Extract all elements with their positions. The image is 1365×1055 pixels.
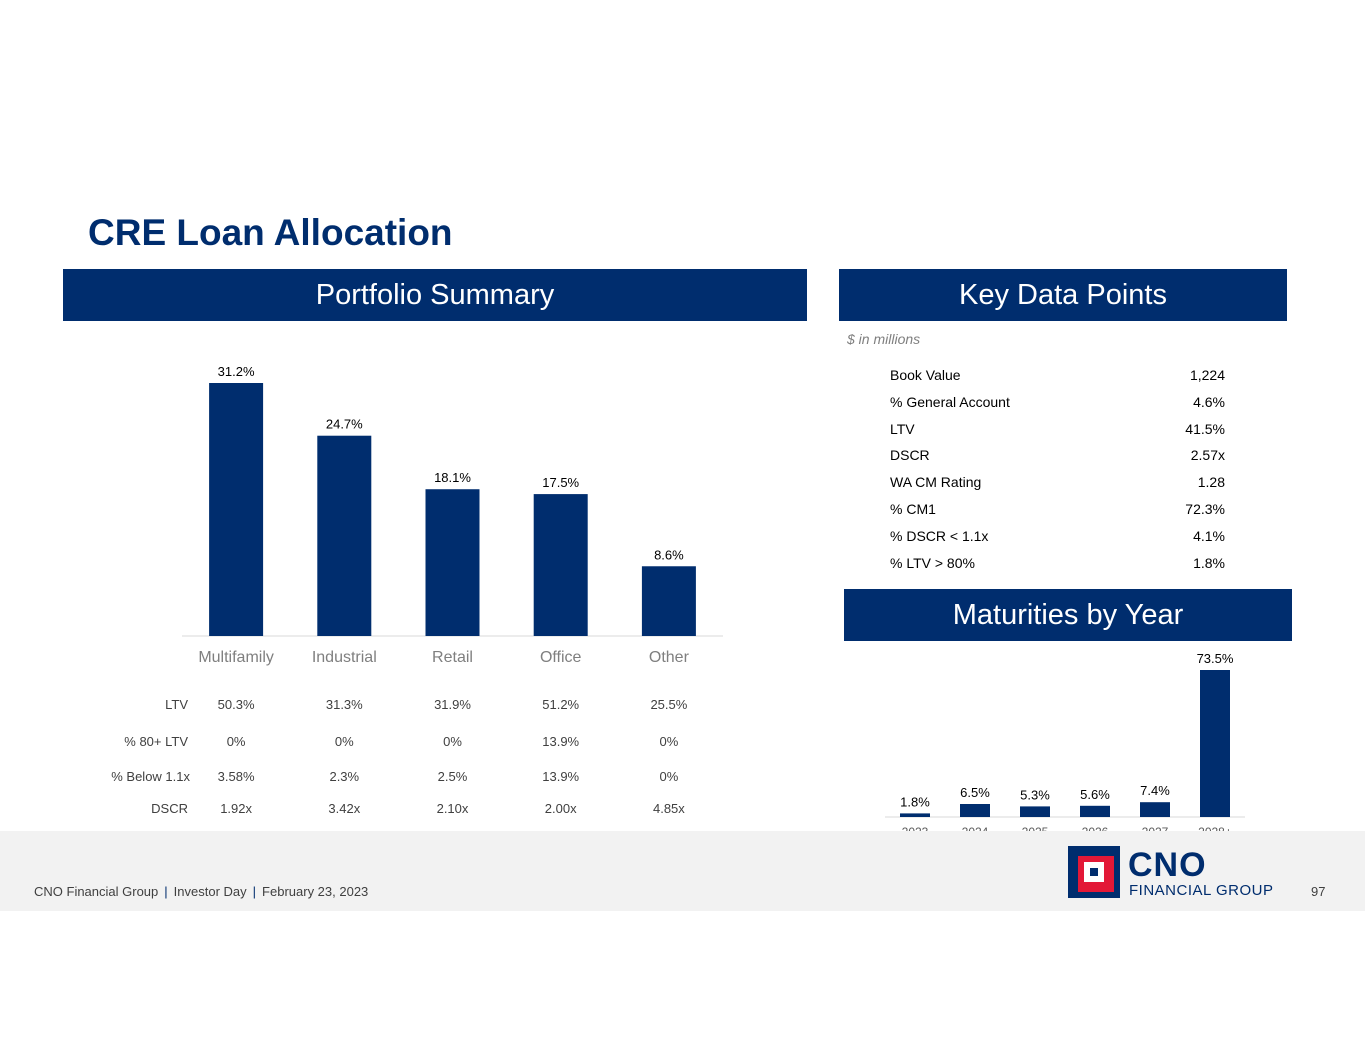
stats-row-label: LTV: [165, 697, 188, 712]
bar: [1200, 670, 1230, 817]
stats-cell: 0%: [226, 734, 246, 749]
key-data-value: 4.1%: [1193, 527, 1225, 544]
key-data-points-header: Key Data Points: [839, 269, 1287, 321]
data-label: 7.4%: [1140, 783, 1170, 798]
bar: [317, 435, 372, 636]
key-data-row: % CM1 72.3%: [890, 501, 1225, 527]
portfolio-summary-header-label: Portfolio Summary: [315, 279, 555, 311]
cno-logo-mark-icon: [1068, 846, 1120, 898]
key-data-row: Book Value 1,224: [890, 367, 1225, 393]
data-label: 31.2%: [218, 364, 255, 379]
stats-cell: 0%: [334, 734, 354, 749]
x-tick-label: Multifamily: [198, 649, 274, 666]
key-data-label: Book Value: [890, 367, 961, 383]
key-data-label: % General Account: [890, 393, 1010, 410]
bar: [900, 813, 930, 817]
stats-cell: 1.92x: [220, 801, 252, 816]
key-data-value: 1.28: [1197, 474, 1225, 491]
stats-cell: 0%: [443, 734, 462, 749]
stats-row-label: % 80+ LTV: [124, 734, 188, 749]
footer-date: February 23, 2023: [262, 884, 369, 899]
key-data-label: WA CM Rating: [890, 474, 982, 491]
key-data-label: % DSCR < 1.1x: [890, 527, 989, 544]
stats-row-label: DSCR: [151, 801, 188, 816]
stats-cell: 0%: [659, 769, 679, 784]
data-label: 73.5%: [1197, 651, 1234, 666]
stats-cell: 51.2%: [542, 697, 580, 712]
page-title: CRE Loan Allocation: [88, 212, 453, 253]
data-label: 18.1%: [434, 470, 471, 485]
key-data-row: WA CM Rating 1.28: [890, 474, 1225, 500]
data-label: 24.7%: [326, 417, 363, 432]
key-data-label: % CM1: [890, 501, 936, 517]
data-label: 5.3%: [1020, 787, 1050, 802]
footer-separator: |: [252, 884, 257, 899]
key-data-label: LTV: [890, 420, 915, 437]
stats-cell: 3.58%: [217, 769, 255, 784]
stats-cell: 13.9%: [542, 769, 580, 784]
key-data-value: 1,224: [1189, 367, 1225, 383]
maturities-header-label: Maturities by Year: [952, 599, 1184, 631]
stats-cell: 31.9%: [434, 697, 471, 712]
stats-cell: 13.9%: [542, 734, 580, 749]
stats-cell: 0%: [659, 734, 679, 749]
bar: [425, 489, 480, 636]
footer: [0, 831, 1365, 911]
key-data-row: LTV 41.5%: [890, 421, 1225, 447]
stats-cell: 2.00x: [544, 801, 577, 816]
stats-cell: 25.5%: [650, 697, 688, 712]
key-data-value: 41.5%: [1185, 420, 1225, 437]
key-data-row: % General Account 4.6%: [890, 394, 1225, 420]
bar: [1020, 806, 1050, 817]
data-label: 5.6%: [1080, 787, 1110, 802]
bar: [960, 804, 990, 817]
stats-row-label: % Below 1.1x: [111, 769, 190, 784]
x-tick-label: Retail: [432, 649, 473, 666]
data-label: 17.5%: [542, 475, 579, 490]
x-tick-label: Industrial: [312, 649, 377, 666]
key-data-value: 1.8%: [1193, 554, 1225, 571]
key-data-label: % LTV > 80%: [890, 554, 975, 571]
x-tick-label: Office: [540, 649, 582, 666]
key-data-value: 72.3%: [1185, 501, 1225, 517]
portfolio-summary-header: Portfolio Summary: [63, 269, 807, 321]
logo-name: CNO: [1128, 846, 1207, 884]
footer-separator: |: [164, 884, 168, 899]
x-tick-label: Other: [649, 649, 690, 666]
cno-logo: CNO FINANCIAL GROUP: [1068, 846, 1274, 899]
page-number: 97: [1311, 884, 1326, 899]
footer-company: CNO Financial Group: [34, 884, 159, 899]
bar: [641, 566, 696, 636]
stats-cell: 50.3%: [217, 697, 255, 712]
key-data-value: 4.6%: [1193, 393, 1225, 410]
data-label: 1.8%: [900, 794, 930, 809]
stats-cell: 31.3%: [325, 697, 363, 712]
logo-subtitle: FINANCIAL GROUP: [1129, 882, 1274, 899]
key-data-row: % DSCR < 1.1x 4.1%: [890, 528, 1225, 554]
key-data-value: 2.57x: [1190, 447, 1225, 464]
key-data-row: DSCR 2.57x: [890, 447, 1225, 473]
bar: [209, 383, 264, 636]
data-label: 8.6%: [654, 547, 684, 562]
key-data-row: % LTV > 80% 1.8%: [890, 555, 1225, 581]
bar: [1080, 805, 1110, 817]
footer-caption: CNO Financial Group | Investor Day | Februar…: [34, 884, 368, 899]
footer-event: Investor Day: [173, 884, 247, 899]
stats-cell: 4.85x: [652, 801, 685, 816]
bar: [533, 494, 588, 636]
key-data-points-header-label: Key Data Points: [959, 279, 1167, 311]
stats-cell: 2.5%: [437, 769, 468, 784]
key-data-label: DSCR: [890, 447, 930, 464]
maturities-header: Maturities by Year: [844, 589, 1292, 641]
stats-cell: 2.10x: [436, 801, 469, 816]
data-label: 6.5%: [960, 785, 990, 800]
stats-cell: 2.3%: [329, 769, 360, 784]
bar: [1140, 802, 1170, 817]
stats-cell: 3.42x: [328, 801, 361, 816]
units-note: $ in millions: [847, 331, 921, 347]
